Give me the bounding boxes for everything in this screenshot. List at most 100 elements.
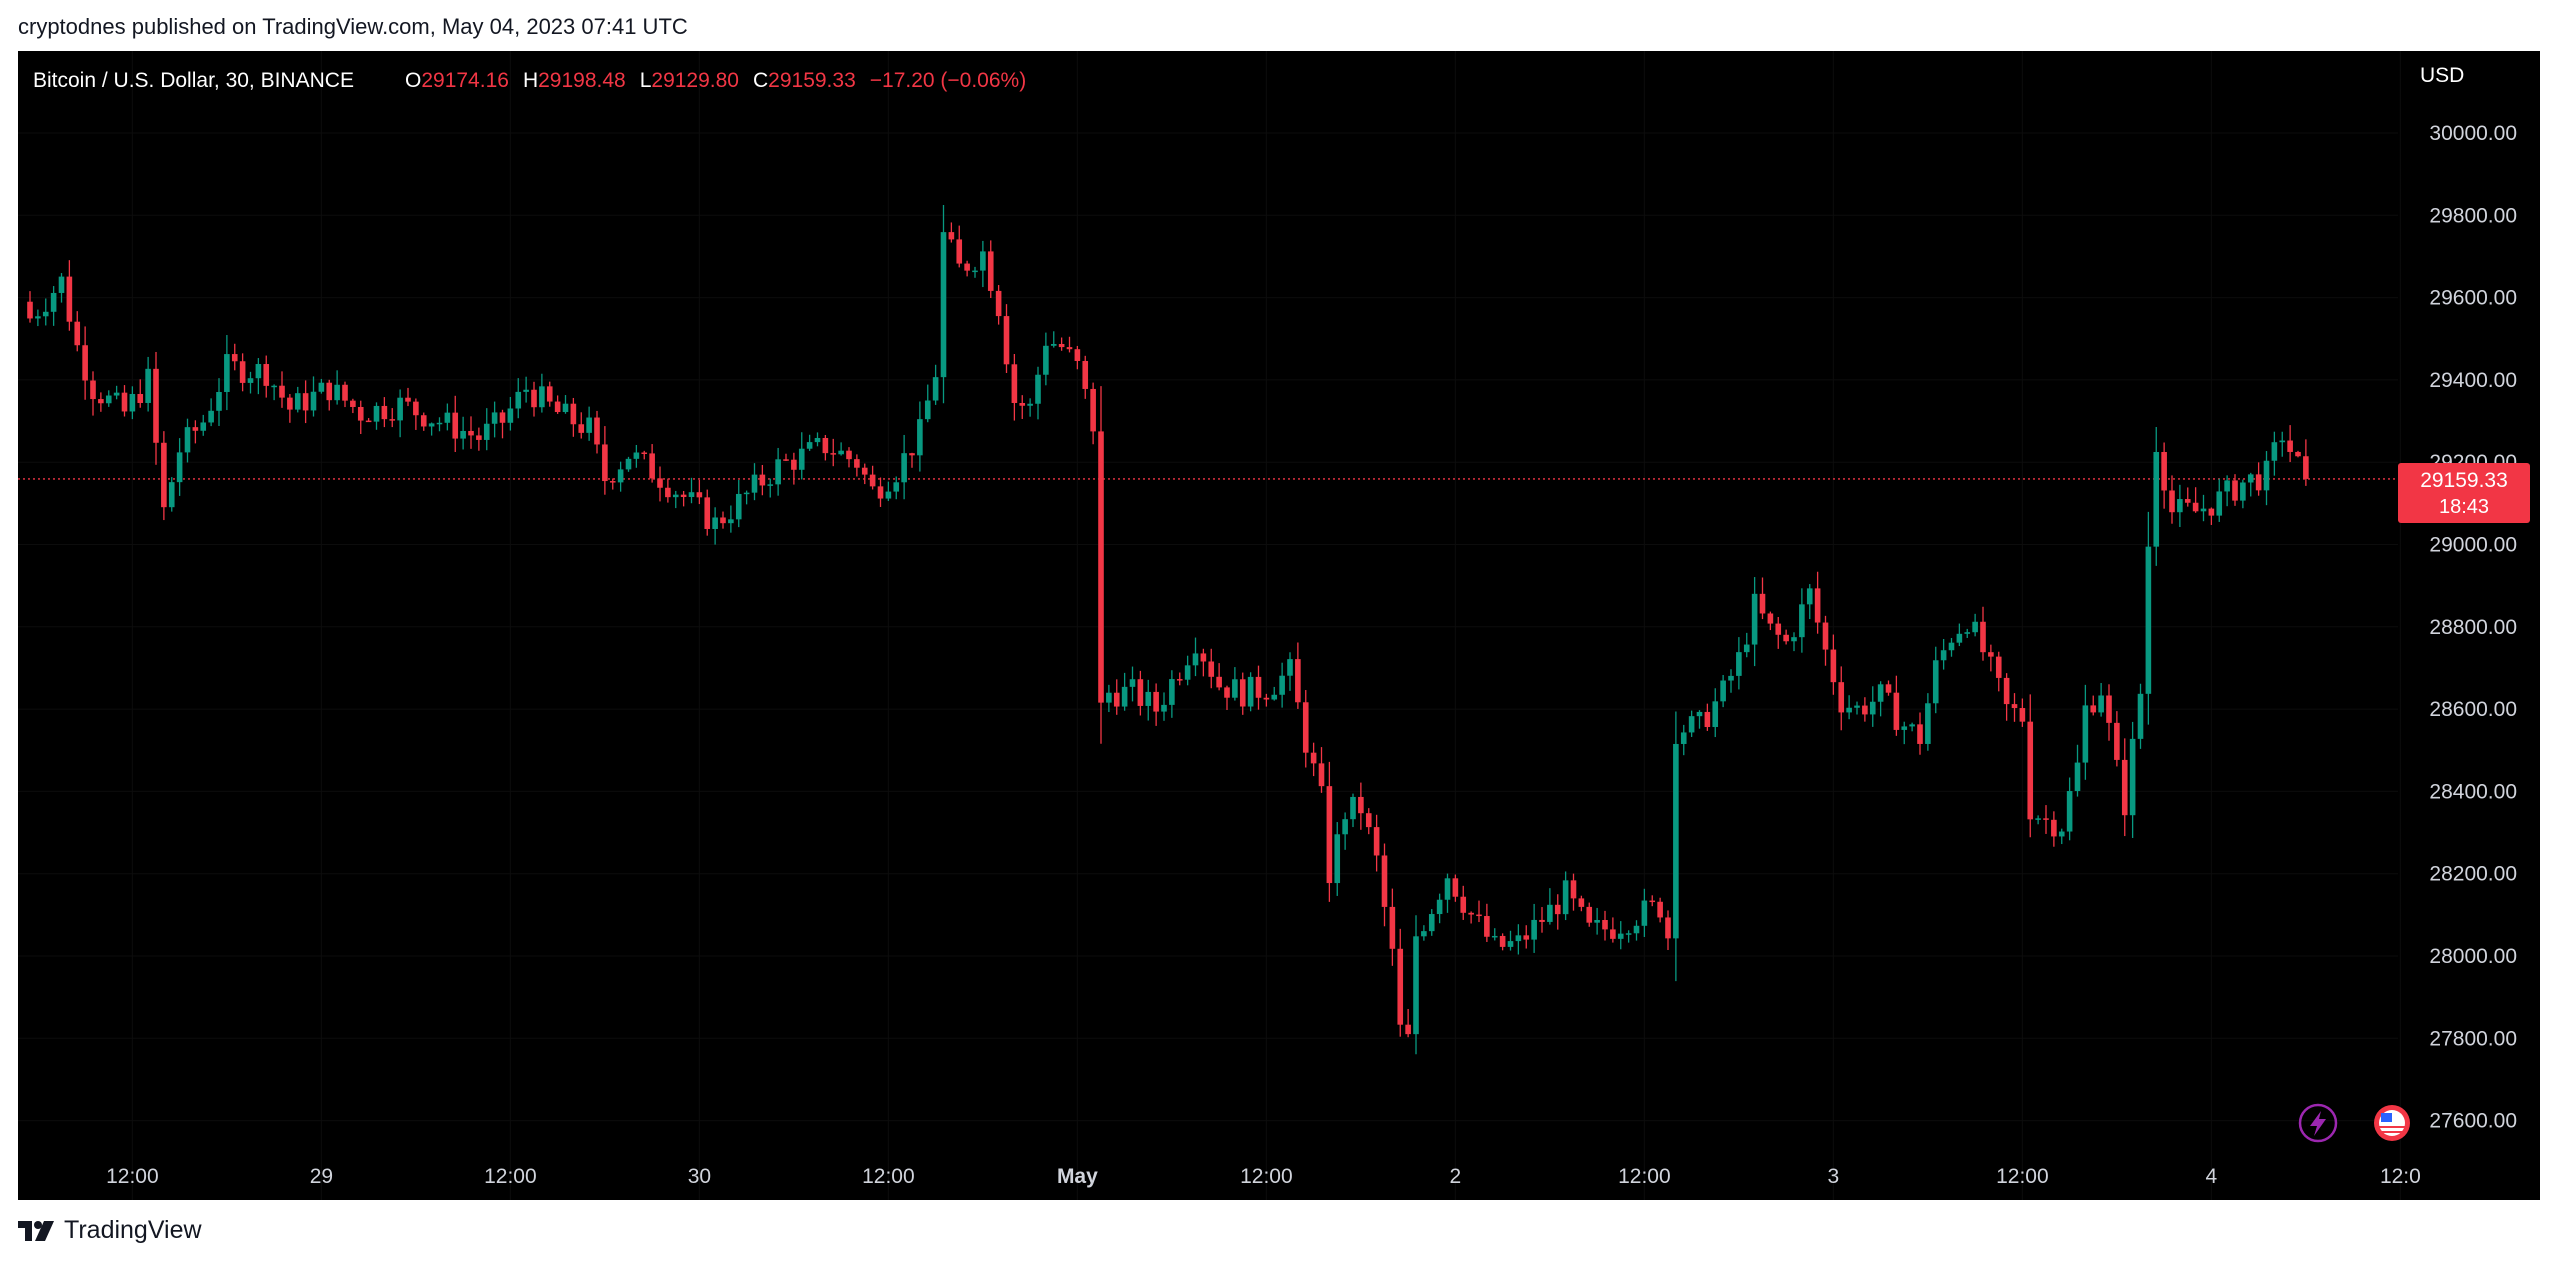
candle-body xyxy=(2161,452,2167,491)
candle-body xyxy=(1712,701,1719,728)
price-axis[interactable]: 30000.0029800.0029600.0029400.0029200.00… xyxy=(2429,122,2517,1133)
time-axis-tick-label: 12:00 xyxy=(1618,1165,1671,1188)
time-axis[interactable]: 12:00 29 12:00 30 12:00 May 12:00 2 12:00 3 12:00 4… xyxy=(106,1165,2421,1188)
time-axis-tick-label: 12:00 xyxy=(106,1165,159,1188)
candle-body xyxy=(1562,880,1569,915)
candle-body xyxy=(224,354,230,393)
candle-body xyxy=(2263,460,2270,491)
candle-body xyxy=(1389,906,1396,949)
tradingview-logo-icon xyxy=(18,1220,54,1241)
candle-body xyxy=(1932,660,1939,704)
candle-body xyxy=(1743,644,1750,653)
candle-body xyxy=(775,459,781,485)
candle-body xyxy=(917,419,923,456)
candle-body xyxy=(2114,722,2120,760)
footer-brand: TradingView xyxy=(64,1216,202,1244)
candle-body xyxy=(1972,621,1978,633)
candle-body xyxy=(1625,933,1632,935)
candle-body xyxy=(1082,360,1089,389)
candle-body xyxy=(2240,482,2246,501)
candle-body xyxy=(113,392,120,396)
candle-body xyxy=(814,437,821,443)
close-label: C xyxy=(753,69,768,92)
price-axis-tick-label: 29400.00 xyxy=(2429,369,2517,392)
candle-body xyxy=(1838,682,1845,713)
candle-body xyxy=(806,442,813,449)
time-axis-tick-label: 29 xyxy=(310,1165,333,1188)
candle-body xyxy=(657,478,663,488)
candle-body xyxy=(570,403,577,425)
time-axis-tick-label: 2 xyxy=(1450,1165,1462,1188)
time-axis-tick-label: 12:0 xyxy=(2380,1165,2421,1188)
candle-body xyxy=(2090,705,2097,713)
candle-body xyxy=(2003,677,2010,705)
flag-icon[interactable] xyxy=(2374,1099,2417,1147)
publisher-line: cryptodnes published on TradingView.com,… xyxy=(18,14,688,39)
candle-body xyxy=(216,392,222,411)
last-price-tag: 29159.33 18:43 xyxy=(2398,463,2530,523)
candle-body xyxy=(2074,762,2081,792)
candle-body xyxy=(397,397,403,421)
candle-body xyxy=(893,482,900,492)
candle-body xyxy=(2279,440,2286,443)
candle-body xyxy=(1019,402,1026,406)
candle-body xyxy=(877,486,884,499)
candle-body xyxy=(1499,935,1506,947)
candle-body xyxy=(1184,665,1191,680)
candle-body xyxy=(1381,855,1388,907)
candle-body xyxy=(413,401,419,416)
price-axis-tick-label: 29800.00 xyxy=(2429,204,2517,227)
candle-body xyxy=(1877,684,1884,702)
candle-body xyxy=(90,380,96,400)
candle-body xyxy=(1688,716,1695,733)
candle-body xyxy=(2255,474,2262,491)
price-axis-tick-label: 28000.00 xyxy=(2429,945,2517,968)
candle-body xyxy=(901,453,907,483)
lightning-icon[interactable] xyxy=(2298,1103,2338,1143)
candle-body xyxy=(460,430,466,439)
candle-body xyxy=(1720,680,1726,702)
candle-body xyxy=(704,497,711,529)
candle-body xyxy=(720,517,726,524)
candle-body xyxy=(924,400,931,420)
candle-body xyxy=(58,276,65,293)
candle-body xyxy=(1995,656,2002,678)
candle-body xyxy=(1925,703,1931,744)
candle-body xyxy=(830,453,837,455)
candle-body xyxy=(798,448,805,470)
candle-body xyxy=(105,395,112,404)
candle-body xyxy=(1570,880,1577,899)
candle-body xyxy=(2066,791,2073,832)
candle-body xyxy=(1586,906,1593,923)
candle-body xyxy=(1224,687,1230,698)
chart-panel[interactable]: 30000.00 29800.00 29600.00 29400.00 29200.00… xyxy=(18,51,2540,1200)
open-value: 29174.16 xyxy=(421,69,509,92)
candle-body xyxy=(1704,711,1711,728)
candle-body xyxy=(1578,898,1585,907)
candle-body xyxy=(1531,919,1537,940)
candle-body xyxy=(1169,679,1175,705)
candle-body xyxy=(74,321,81,346)
candlestick-chart[interactable]: 30000.0029800.0029600.0029400.0029200.00… xyxy=(18,51,2540,1200)
candle-body xyxy=(1239,679,1246,707)
candle-body xyxy=(1460,896,1467,913)
candle-body xyxy=(373,405,380,422)
time-axis-tick-label: May xyxy=(1057,1165,1098,1188)
candle-body xyxy=(1917,724,1923,744)
candle-body xyxy=(1822,622,1829,650)
candle-body xyxy=(1980,621,1986,653)
candle-body xyxy=(1964,632,1971,634)
last-price-tag-value: 29159.33 xyxy=(2420,469,2508,492)
candle-body xyxy=(247,378,254,383)
candle-body xyxy=(389,419,396,421)
candle-body xyxy=(1145,691,1152,706)
candle-body xyxy=(1421,931,1427,937)
candle-body xyxy=(791,459,797,470)
price-axis-tick-label: 29600.00 xyxy=(2429,287,2517,310)
candle-body xyxy=(987,251,994,291)
candle-body xyxy=(176,452,183,483)
candle-body xyxy=(1515,935,1522,942)
candle-body xyxy=(1098,431,1104,703)
candle-body xyxy=(1365,813,1372,828)
candle-body xyxy=(696,492,703,498)
